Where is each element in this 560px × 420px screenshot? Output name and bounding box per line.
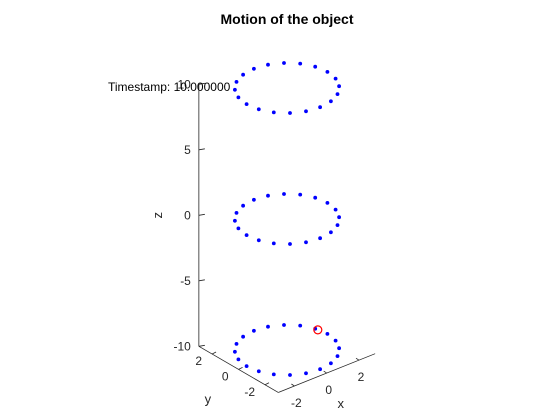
- trajectory-point: [234, 342, 239, 346]
- trajectory-point: [282, 61, 286, 65]
- trajectory-point: [241, 72, 246, 77]
- trajectory-point: [313, 64, 318, 69]
- trajectory-point: [335, 92, 340, 96]
- z-tick-label: -10: [174, 339, 192, 353]
- trajectory-point: [236, 226, 241, 231]
- trajectory-point: [234, 211, 239, 215]
- trajectory-point: [298, 192, 303, 197]
- y-tick: [211, 351, 217, 355]
- trajectory-point: [241, 203, 246, 208]
- trajectory-point: [333, 207, 338, 212]
- trajectory-point: [288, 373, 292, 377]
- trajectory-point: [236, 357, 241, 362]
- trajectory-point: [236, 95, 241, 100]
- trajectory-point: [266, 62, 270, 67]
- y-tick: [238, 367, 243, 370]
- trajectory-point: [282, 192, 286, 196]
- trajectory-point: [335, 223, 340, 228]
- trajectory-point: [252, 197, 256, 202]
- trajectory-point: [325, 70, 330, 74]
- trajectory-point: [252, 66, 256, 71]
- trajectory-point: [271, 241, 276, 246]
- trajectory-point: [313, 195, 318, 200]
- trajectory-point: [252, 328, 256, 333]
- trajectory-point: [337, 215, 341, 220]
- trajectory-point: [318, 236, 322, 241]
- trajectory-point: [256, 107, 261, 112]
- z-tick-label: 10: [178, 77, 192, 91]
- y-axis-label: y: [205, 392, 212, 407]
- trajectory-point: [234, 80, 239, 84]
- z-tick-label: -5: [180, 274, 191, 288]
- trajectory-point: [288, 242, 292, 246]
- z-axis-label: z: [150, 212, 165, 219]
- y-tick-label: 2: [195, 354, 202, 368]
- trajectory-point: [325, 332, 330, 336]
- trajectory-point: [266, 193, 270, 198]
- trajectory-point: [337, 84, 341, 89]
- z-tick-label: 5: [184, 143, 191, 157]
- trajectory-point: [329, 361, 333, 366]
- trajectory-point: [337, 346, 341, 351]
- trajectory-point: [333, 338, 338, 343]
- y-tick-label: 0: [222, 369, 229, 383]
- trajectory-point: [233, 87, 237, 92]
- trajectory-point: [271, 372, 276, 377]
- trajectory-point: [318, 105, 322, 110]
- z-tick-label: 0: [184, 208, 191, 222]
- trajectory-point: [244, 102, 249, 106]
- trajectory-point: [304, 240, 308, 245]
- trajectory-point: [329, 99, 333, 104]
- z-tick: [198, 148, 205, 151]
- trajectory-point: [241, 334, 246, 339]
- trajectory-point: [271, 110, 276, 115]
- y-tick: [264, 382, 270, 386]
- trajectory-point: [304, 109, 308, 114]
- trajectory-point: [335, 354, 340, 358]
- z-tick: [198, 344, 205, 347]
- trajectory-point: [233, 349, 237, 354]
- trajectory-point: [333, 76, 338, 81]
- trajectory-point: [325, 201, 330, 205]
- x-tick-label: -2: [291, 396, 302, 410]
- trajectory-point: [266, 324, 270, 329]
- timestamp-annotation: Timestamp: 10.000000: [108, 80, 231, 94]
- trajectory-point: [298, 61, 303, 66]
- trajectory-point: [304, 371, 308, 376]
- trajectory-point: [244, 233, 249, 238]
- current-position-marker: [313, 325, 323, 335]
- z-tick: [198, 213, 205, 216]
- x-tick: [323, 370, 327, 374]
- x-tick-label: 2: [358, 370, 365, 384]
- trajectory-point: [329, 230, 333, 235]
- x-tick-label: 0: [325, 383, 332, 397]
- z-tick: [198, 82, 205, 85]
- x-tick: [291, 383, 295, 387]
- trajectory-point: [244, 364, 249, 368]
- y-tick-label: -2: [244, 385, 255, 399]
- axes: -10 -5 0 5 10 -2 0 2 -2 0 2 z x y: [150, 77, 376, 411]
- trajectory-point: [233, 218, 237, 223]
- trajectory-point: [318, 367, 322, 372]
- data-marks: [233, 61, 341, 377]
- y-axis-line: [198, 345, 279, 393]
- x-tick: [355, 357, 360, 361]
- chart-title: Motion of the object: [221, 11, 354, 27]
- x-axis-label: x: [338, 396, 345, 411]
- trajectory-point: [298, 323, 303, 328]
- trajectory-point: [288, 111, 292, 115]
- trajectory-point: [282, 323, 286, 327]
- trajectory-point: [256, 238, 261, 243]
- z-tick: [198, 279, 205, 282]
- trajectory-point: [256, 369, 261, 374]
